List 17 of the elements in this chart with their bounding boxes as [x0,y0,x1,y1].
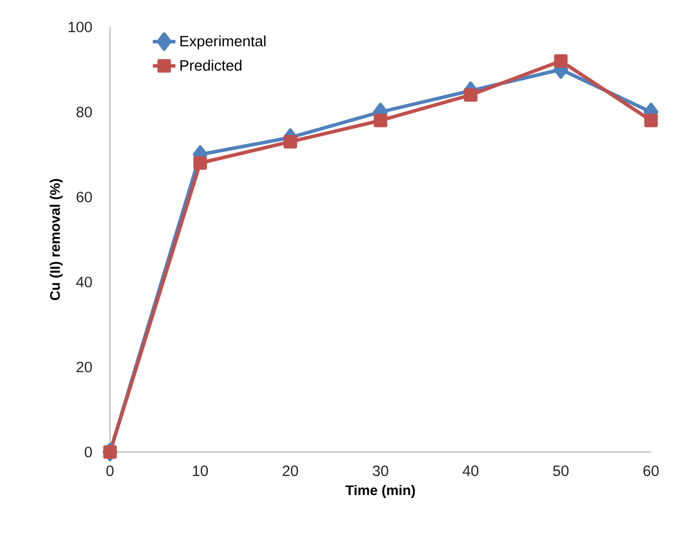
y-tick-label: 60 [76,192,92,202]
y-tick-label: 40 [76,276,92,288]
y-axis-title: Cu (II) removal (%) [50,178,63,300]
x-tick-label: 50 [553,466,569,476]
x-tick-label: 30 [372,466,388,476]
x-tick-label: 10 [193,466,208,476]
x-tick-label: 60 [643,466,659,476]
x-tick-label: 0 [106,466,114,476]
x-tick-label: 40 [462,466,478,476]
y-tick-label: 0 [84,446,92,458]
y-tick-label: 20 [76,362,92,372]
legend-label: Experimental [180,35,266,50]
y-tick-label: 80 [76,106,92,118]
legend-label: Predicted [180,60,242,71]
y-tick-label: 100 [68,22,92,32]
x-axis-title: Time (min) [346,484,415,498]
x-tick-label: 20 [282,466,298,476]
